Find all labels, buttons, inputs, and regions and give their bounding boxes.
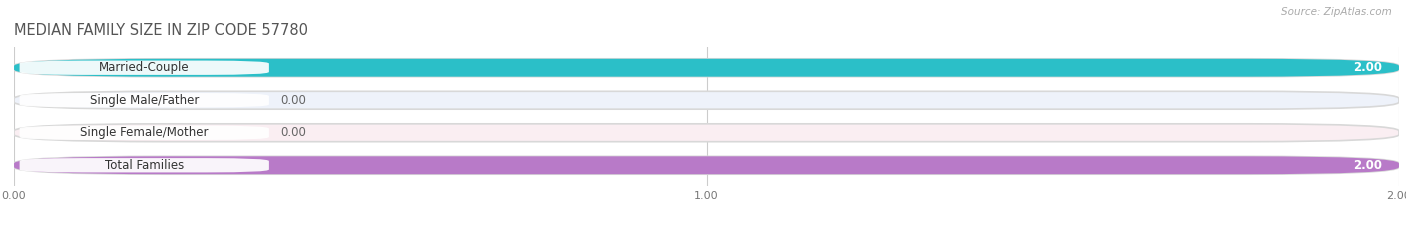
FancyBboxPatch shape <box>20 158 269 172</box>
FancyBboxPatch shape <box>14 156 1399 174</box>
Text: Married-Couple: Married-Couple <box>98 61 190 74</box>
Text: 0.00: 0.00 <box>281 94 307 107</box>
FancyBboxPatch shape <box>14 156 1399 174</box>
FancyBboxPatch shape <box>14 124 1399 142</box>
Text: 2.00: 2.00 <box>1353 159 1382 172</box>
Text: MEDIAN FAMILY SIZE IN ZIP CODE 57780: MEDIAN FAMILY SIZE IN ZIP CODE 57780 <box>14 24 308 38</box>
FancyBboxPatch shape <box>20 93 269 107</box>
Text: 0.00: 0.00 <box>281 126 307 139</box>
Text: Single Female/Mother: Single Female/Mother <box>80 126 208 139</box>
Text: Single Male/Father: Single Male/Father <box>90 94 198 107</box>
FancyBboxPatch shape <box>14 59 1399 77</box>
Text: 2.00: 2.00 <box>1353 61 1382 74</box>
FancyBboxPatch shape <box>14 59 1399 77</box>
Text: Source: ZipAtlas.com: Source: ZipAtlas.com <box>1281 7 1392 17</box>
FancyBboxPatch shape <box>20 61 269 75</box>
Text: Total Families: Total Families <box>104 159 184 172</box>
FancyBboxPatch shape <box>14 91 1399 109</box>
FancyBboxPatch shape <box>20 126 269 140</box>
